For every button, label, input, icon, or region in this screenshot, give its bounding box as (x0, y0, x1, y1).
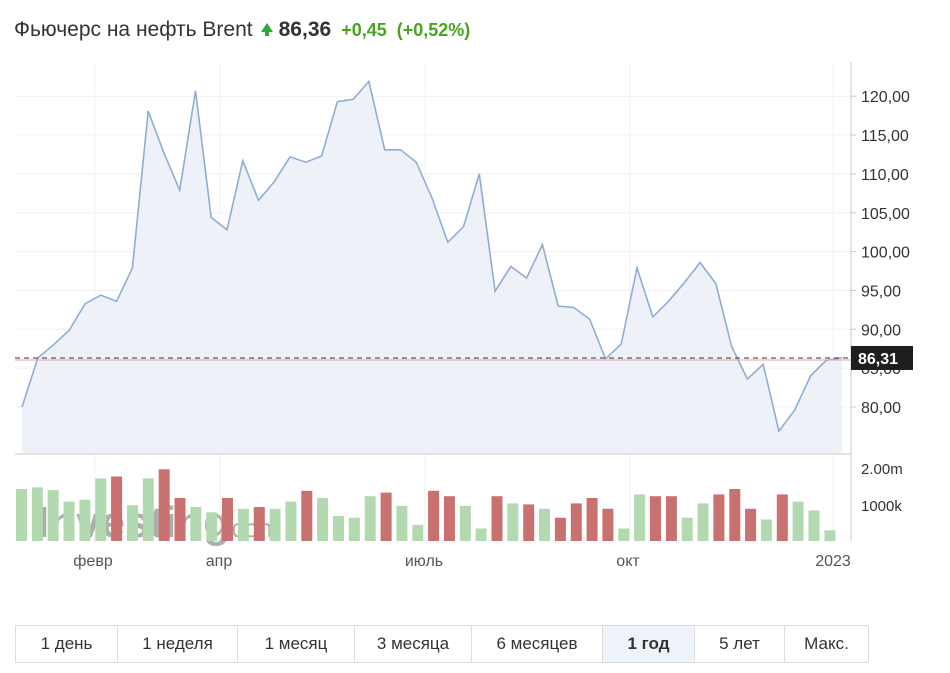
volume-bar (792, 501, 804, 541)
period-tabs: 1 день 1 неделя 1 месяц 3 месяца 6 месяц… (15, 625, 869, 663)
instrument-title: Фьючерс на нефть Brent (14, 18, 253, 41)
price-chart[interactable]: Investing.com80,0085,0090,0095,00100,001… (0, 0, 950, 600)
tab-5-years[interactable]: 5 лет (695, 626, 785, 662)
volume-bar (554, 517, 566, 541)
volume-bar (301, 490, 313, 541)
price-change-percent: (+0,52%) (396, 19, 471, 40)
volume-bar (111, 476, 123, 541)
tab-1-week[interactable]: 1 неделя (118, 626, 238, 662)
volume-bar (697, 503, 709, 541)
volume-bar (491, 496, 503, 541)
volume-bar (745, 508, 757, 542)
volume-bar (507, 503, 519, 541)
volume-bar (380, 492, 392, 541)
volume-bar (650, 496, 661, 541)
volume-bar (333, 515, 344, 541)
tab-max[interactable]: Макс. (804, 634, 849, 653)
y-tick-label: 90,00 (861, 322, 901, 339)
volume-bar (586, 498, 598, 541)
volume-bar (206, 512, 218, 541)
y-tick-label: 80,00 (861, 400, 901, 417)
volume-bar (412, 524, 424, 541)
volume-bar (459, 505, 471, 541)
volume-bar (428, 490, 440, 541)
volume-bar (95, 478, 107, 541)
volume-bar (364, 496, 376, 541)
volume-bar (523, 504, 535, 541)
tab-1-month[interactable]: 1 месяц (238, 626, 355, 662)
tab-6-months[interactable]: 6 месяцев (472, 626, 603, 662)
volume-bar (665, 496, 677, 541)
y-tick-label: 105,00 (861, 206, 910, 223)
volume-bar (190, 507, 202, 541)
volume-bar (808, 510, 820, 541)
price-change: +0,45 (341, 19, 387, 40)
volume-bar (142, 478, 154, 541)
tab-3-months[interactable]: 3 месяца (355, 626, 472, 662)
volume-bar (222, 498, 233, 541)
volume-tick-label: 2.00m (861, 461, 903, 478)
volume-bar (79, 499, 91, 541)
volume-bar (776, 494, 788, 541)
y-tick-label: 120,00 (861, 89, 910, 106)
volume-bar (348, 517, 360, 541)
y-tick-label: 115,00 (861, 128, 909, 145)
y-tick-label: 110,00 (861, 167, 909, 184)
volume-bar (127, 505, 138, 541)
tab-1-day[interactable]: 1 день (16, 626, 118, 662)
price-line (21, 79, 843, 433)
volume-bar (285, 501, 297, 541)
volume-bar (158, 469, 170, 541)
volume-bar (269, 508, 281, 542)
last-value-label: 86,31 (858, 351, 898, 368)
volume-bar (681, 517, 693, 541)
volume-bar (443, 496, 455, 541)
volume-bar (317, 498, 329, 541)
volume-bar (174, 498, 186, 541)
volume-bar (570, 503, 582, 541)
volume-bar (475, 528, 487, 541)
volume-bar (63, 501, 75, 541)
volume-bar (396, 505, 408, 541)
volume-bar (47, 490, 59, 541)
arrow-up-icon (260, 22, 273, 36)
tab-1-year[interactable]: 1 год (603, 626, 695, 662)
quote-header: Фьючерс на нефть Brent 86,36 +0,45 (+0,5… (14, 16, 470, 44)
volume-bar (253, 507, 265, 541)
x-tick-label: июль (405, 553, 443, 570)
volume-bar (729, 489, 741, 541)
volume-bar (539, 508, 550, 542)
volume-bar (602, 508, 614, 542)
volume-bar (760, 519, 772, 541)
volume-tick-label: 1000k (861, 498, 902, 515)
last-value-badge (851, 345, 913, 370)
y-tick-label: 95,00 (861, 283, 901, 300)
volume-bar (824, 530, 836, 542)
y-tick-label: 100,00 (861, 245, 910, 262)
volume-bar (618, 528, 630, 541)
volume-bar (713, 494, 725, 541)
x-tick-label: 2023 (815, 553, 851, 570)
x-tick-label: окт (616, 553, 640, 570)
x-tick-label: апр (206, 553, 233, 570)
volume-bar (16, 489, 27, 541)
volume-bar (237, 508, 249, 542)
last-price: 86,36 (278, 18, 332, 41)
volume-bar (31, 487, 43, 542)
volume-bar (634, 494, 646, 541)
x-tick-label: февр (73, 553, 113, 570)
